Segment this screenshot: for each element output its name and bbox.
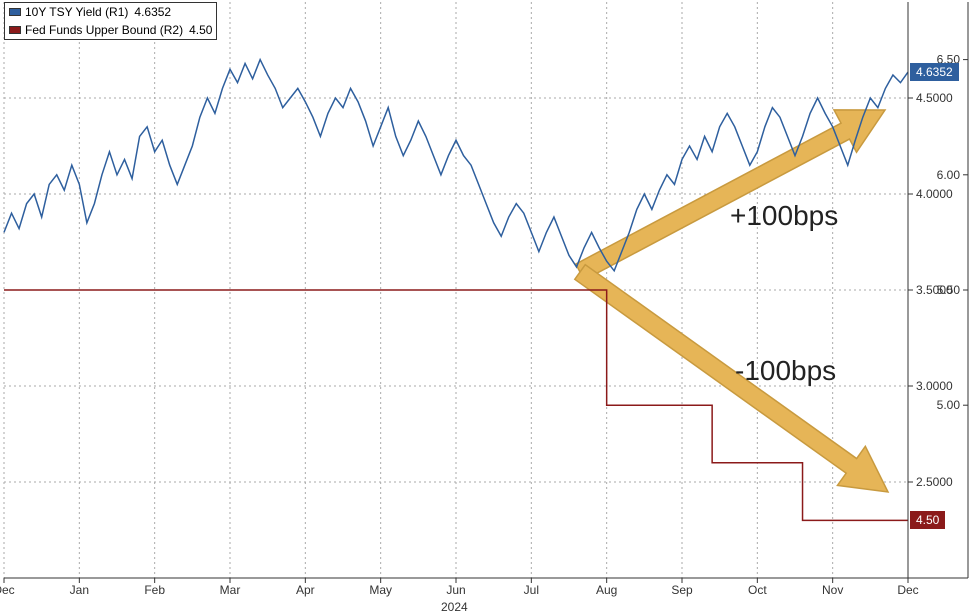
x-axis-year-label: 2024: [441, 600, 468, 614]
svg-text:2.5000: 2.5000: [916, 475, 953, 489]
legend-value-fed: 4.50: [189, 23, 212, 37]
svg-text:Feb: Feb: [144, 583, 165, 597]
legend-swatch-fed: [9, 26, 21, 34]
chart-svg: Dec Jan Feb Mar Apr May Jun Jul Aug Sep Oct Nov Dec 4…: [0, 0, 975, 615]
annotation-down: -100bps: [735, 355, 836, 387]
legend-label-fed: Fed Funds Upper Bound (R2): [25, 23, 183, 37]
svg-text:Jun: Jun: [446, 583, 465, 597]
svg-text:Aug: Aug: [596, 583, 617, 597]
svg-text:4.5000: 4.5000: [916, 91, 953, 105]
svg-text:Jan: Jan: [70, 583, 89, 597]
legend-value-tsy: 4.6352: [134, 5, 171, 19]
last-value-badge-fed: 4.50: [910, 511, 945, 529]
svg-text:Sep: Sep: [671, 583, 693, 597]
svg-text:4.0000: 4.0000: [916, 187, 953, 201]
svg-text:Nov: Nov: [822, 583, 843, 597]
svg-text:3.0000: 3.0000: [916, 379, 953, 393]
annotation-up: +100bps: [730, 200, 838, 232]
legend-swatch-tsy: [9, 8, 21, 16]
last-value-badge-tsy: 4.6352: [910, 63, 959, 81]
legend: 10Y TSY Yield (R1) 4.6352 Fed Funds Uppe…: [4, 2, 217, 40]
svg-text:May: May: [369, 583, 392, 597]
svg-text:Jul: Jul: [524, 583, 539, 597]
svg-text:Apr: Apr: [296, 583, 315, 597]
legend-item-tsy: 10Y TSY Yield (R1) 4.6352: [5, 3, 216, 21]
svg-text:6.00: 6.00: [937, 168, 961, 182]
svg-text:Dec: Dec: [0, 583, 15, 597]
svg-text:Dec: Dec: [897, 583, 918, 597]
svg-text:Oct: Oct: [748, 583, 767, 597]
svg-text:Mar: Mar: [220, 583, 241, 597]
svg-text:5.00: 5.00: [937, 398, 961, 412]
svg-text:5.50: 5.50: [937, 283, 961, 297]
legend-item-fed: Fed Funds Upper Bound (R2) 4.50: [5, 21, 216, 39]
legend-label-tsy: 10Y TSY Yield (R1): [25, 5, 128, 19]
